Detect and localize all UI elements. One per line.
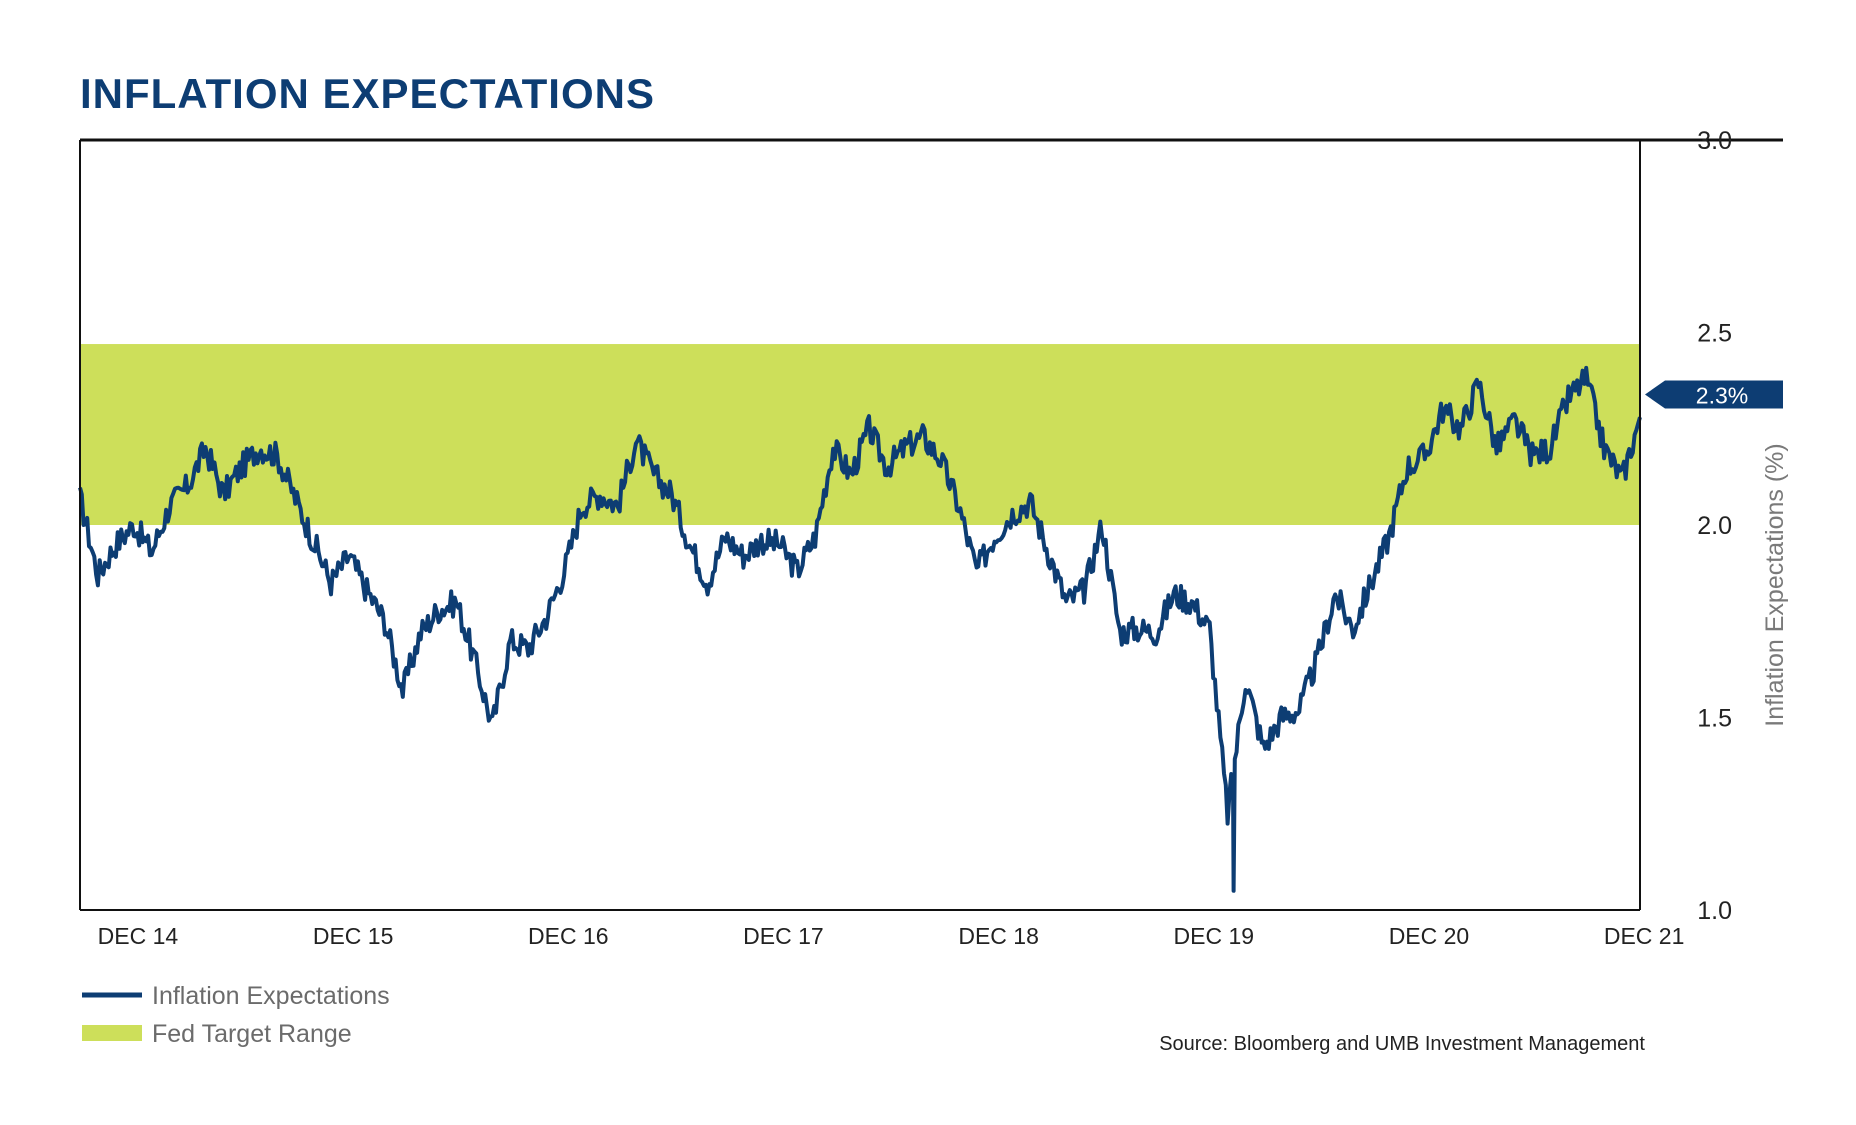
y-tick-label: 2.5 xyxy=(1697,320,1732,348)
axis-layer: 1.0 1.5 2.0 2.5 3.0 Inflation Expectations (%… xyxy=(79,127,1789,949)
x-tick-label: DEC 16 xyxy=(528,923,609,949)
x-tick-label: DEC 18 xyxy=(958,923,1039,949)
legend-band-swatch xyxy=(82,1025,142,1041)
y-tick-label: 3.0 xyxy=(1697,127,1732,155)
x-tick-label: DEC 15 xyxy=(313,923,394,949)
x-tick-label: DEC 14 xyxy=(98,923,179,949)
x-tick-label: DEC 17 xyxy=(743,923,824,949)
plot-layer xyxy=(78,344,1642,893)
legend-layer: Inflation Expectations Fed Target Range So… xyxy=(82,982,1645,1055)
x-tick-label: DEC 19 xyxy=(1174,923,1255,949)
x-tick-label: DEC 20 xyxy=(1389,923,1470,949)
callout-badge xyxy=(1645,380,1783,409)
y-tick-label: 1.5 xyxy=(1697,705,1732,733)
target-band xyxy=(80,344,1640,525)
series-line-inflation-expectations xyxy=(78,365,1642,893)
y-tick-label: 2.0 xyxy=(1697,512,1732,540)
legend-label-inflation: Inflation Expectations xyxy=(152,982,390,1010)
chart-title: INFLATION EXPECTATIONS xyxy=(80,70,655,117)
source-note: Source: Bloomberg and UMB Investment Man… xyxy=(1159,1033,1645,1055)
legend-label-target: Fed Target Range xyxy=(152,1020,352,1048)
y-axis-title: Inflation Expectations (%) xyxy=(1761,443,1789,726)
callout-label: 2.3% xyxy=(1696,383,1748,409)
x-tick-label: DEC 21 xyxy=(1604,923,1685,949)
y-tick-label: 1.0 xyxy=(1697,897,1732,925)
